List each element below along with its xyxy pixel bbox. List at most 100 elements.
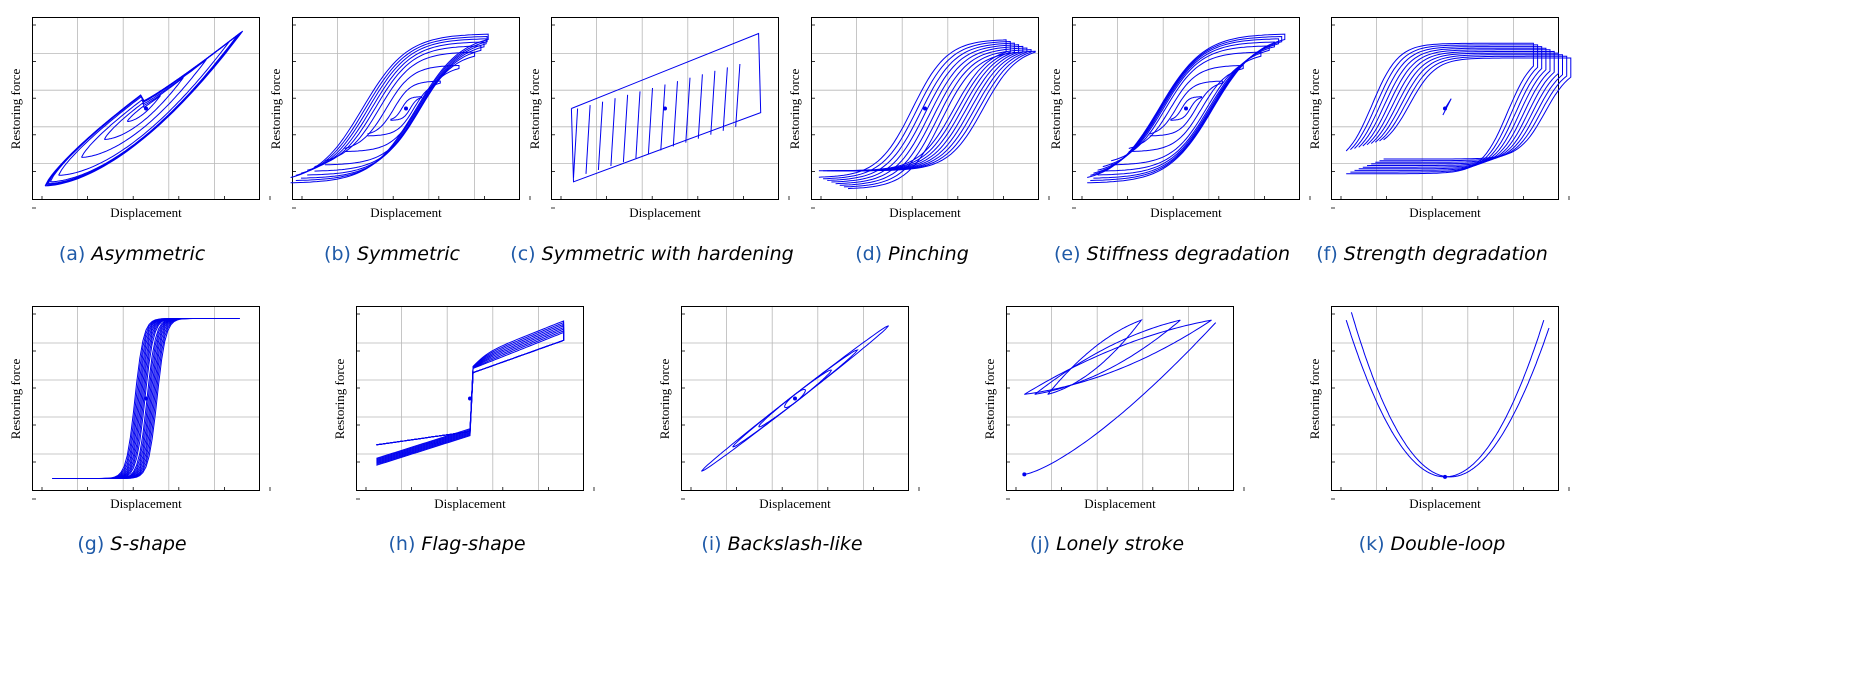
series-line-13 [722, 67, 728, 131]
series-line-0 [570, 32, 762, 183]
subfigure-caption: (g) S-shape [77, 533, 186, 555]
y-axis-label: Restoring force [1307, 358, 1322, 439]
caption-tag: (h) [388, 533, 416, 555]
series-line-0 [1345, 319, 1545, 478]
series-line-8 [660, 84, 666, 151]
axes-frame [1006, 306, 1234, 491]
origin-marker [663, 106, 667, 111]
origin-marker [404, 106, 408, 111]
series-line-7 [45, 31, 243, 186]
origin-marker [144, 396, 148, 401]
subfigure-caption: (c) Symmetric with hardening [510, 243, 793, 265]
series-line-1 [367, 80, 441, 137]
series-line-12 [710, 70, 716, 135]
series-line-9 [1383, 57, 1572, 160]
series-line-8 [1379, 55, 1568, 162]
plot-area [681, 306, 920, 500]
subfigure-caption: (h) Flag-shape [388, 533, 525, 555]
axes-frame [292, 17, 520, 200]
series-line-6 [300, 38, 487, 179]
caption-tag: (e) [1054, 243, 1081, 265]
y-axis-label: Restoring force [787, 68, 802, 149]
series-line-1 [573, 108, 579, 178]
caption-name: Flag-shape [421, 533, 526, 555]
series-line-7 [647, 87, 653, 155]
series-line-1 [1149, 80, 1223, 137]
series-line-1 [1350, 312, 1550, 478]
axes-frame [811, 17, 1039, 200]
y-axis-label: Restoring force [8, 358, 23, 439]
axes-frame [1331, 306, 1559, 491]
caption-tag: (i) [701, 533, 722, 555]
y-axis-label: Restoring force [982, 358, 997, 439]
subfigure-caption: (a) Asymmetric [59, 243, 205, 265]
series-line-1 [1024, 319, 1212, 395]
caption-name: Lonely stroke [1056, 533, 1185, 555]
subfigure-caption: (j) Lonely stroke [1030, 533, 1184, 555]
series-line-0 [1024, 322, 1217, 475]
axes-frame [1331, 17, 1559, 200]
series-line-7 [847, 50, 1036, 190]
series-line-2 [81, 59, 207, 158]
caption-name: Double-loop [1390, 533, 1506, 555]
series-line-2 [1128, 65, 1244, 152]
plot-area [32, 17, 271, 209]
caption-name: Symmetric with hardening [541, 243, 794, 265]
axes-frame [356, 306, 584, 491]
caption-name: Backslash-like [727, 533, 863, 555]
caption-tag: (b) [324, 243, 351, 265]
series-line-7 [376, 320, 565, 459]
origin-marker [1443, 474, 1447, 479]
series-line-9 [672, 81, 678, 147]
caption-name: Asymmetric [91, 243, 206, 265]
plot-area [811, 17, 1050, 209]
series-line-5 [1097, 41, 1275, 176]
series-line-3 [376, 326, 565, 463]
y-axis-label: Restoring force [268, 68, 283, 149]
x-axis-label: Displacement [110, 205, 182, 220]
y-axis-label: Restoring force [1048, 68, 1063, 149]
series-line-2 [376, 328, 565, 464]
subfigure-caption: (f) Strength degradation [1316, 243, 1548, 265]
series-line-8 [1087, 33, 1286, 184]
plot-area [1006, 306, 1245, 500]
x-axis-label: Displacement [629, 205, 701, 220]
series-line-6 [635, 91, 641, 159]
series-line-8 [52, 318, 240, 479]
plot-area [1331, 306, 1570, 500]
x-axis-label: Displacement [759, 496, 831, 511]
subfigure-caption: (d) Pinching [855, 243, 969, 265]
series-line-5 [376, 323, 565, 461]
x-axis-label: Displacement [110, 496, 182, 511]
series-line-4 [314, 45, 482, 172]
subfigure-caption: (b) Symmetric [324, 243, 460, 265]
series-line-8 [290, 33, 489, 184]
series-line-6 [1370, 52, 1559, 165]
series-line-0 [1170, 96, 1203, 121]
caption-name: S-shape [110, 533, 187, 555]
x-axis-label: Displacement [1409, 496, 1481, 511]
subfigure-caption: (i) Backslash-like [701, 533, 862, 555]
axes-frame [1072, 17, 1300, 200]
series-line-2 [344, 65, 460, 152]
origin-marker [1022, 472, 1027, 477]
y-axis-label: Restoring force [527, 68, 542, 149]
y-axis-label: Restoring force [8, 68, 23, 149]
series-line-5 [622, 94, 629, 163]
series-line-3 [58, 41, 230, 176]
series-line-3 [701, 325, 889, 472]
series-line-4 [610, 98, 616, 167]
series-line-7 [1090, 35, 1283, 181]
caption-name: Strength degradation [1343, 243, 1548, 265]
series-line-4 [49, 34, 238, 183]
series-line-11 [697, 74, 703, 139]
x-axis-label: Displacement [434, 496, 506, 511]
x-axis-label: Displacement [370, 205, 442, 220]
caption-tag: (f) [1316, 243, 1338, 265]
series-line-3 [324, 51, 476, 166]
series-line-3 [831, 44, 1020, 183]
plot-area [356, 306, 595, 500]
y-axis-label: Restoring force [657, 358, 672, 439]
caption-name: Pinching [888, 243, 969, 265]
plot-area [1331, 17, 1572, 209]
